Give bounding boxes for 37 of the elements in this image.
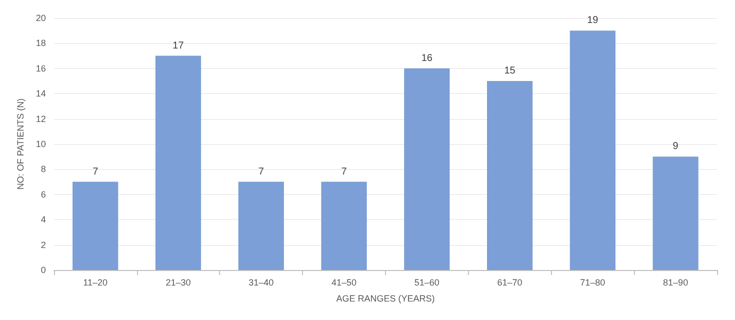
y-tick-label: 14 (36, 88, 46, 99)
data-label: 17 (172, 40, 184, 52)
bar (238, 182, 284, 270)
y-axis-title: NO: OF PATIENTS (N) (16, 98, 26, 190)
x-tick-label: 71–80 (580, 278, 606, 288)
y-tick-label: 16 (36, 63, 46, 74)
x-tick-label: 21–30 (166, 278, 191, 288)
y-tick-label: 8 (40, 164, 46, 174)
data-label: 16 (421, 52, 433, 64)
bar (486, 81, 533, 270)
x-tick-label: 41–50 (331, 278, 357, 288)
x-tick-label: 81–90 (663, 278, 688, 288)
x-tick-label: 61–70 (497, 278, 522, 288)
y-tick-label: 6 (40, 189, 46, 200)
bar (72, 182, 118, 270)
bar (321, 182, 367, 270)
y-tick-label: 2 (40, 240, 46, 250)
y-tick-label: 20 (36, 13, 46, 23)
bar (155, 56, 202, 270)
x-tick-label: 31–40 (248, 278, 274, 288)
x-tick-label: 51–60 (414, 278, 440, 288)
bar (570, 30, 616, 270)
y-tick-label: 0 (40, 265, 46, 275)
data-label: 7 (92, 166, 99, 178)
bar (404, 68, 450, 270)
data-label: 9 (672, 141, 679, 152)
y-tick-label: 10 (36, 139, 46, 149)
y-tick-label: 18 (36, 38, 46, 48)
y-tick-label: 12 (36, 114, 46, 124)
x-axis-title: AGE RANGES (YEARS) (336, 294, 435, 304)
data-label: 19 (587, 15, 599, 26)
data-label: 15 (504, 66, 516, 76)
bar (652, 156, 698, 270)
x-tick-label: 11–20 (83, 278, 108, 288)
data-label: 7 (258, 166, 264, 178)
y-tick-label: 4 (40, 214, 46, 225)
data-label: 7 (341, 166, 348, 178)
